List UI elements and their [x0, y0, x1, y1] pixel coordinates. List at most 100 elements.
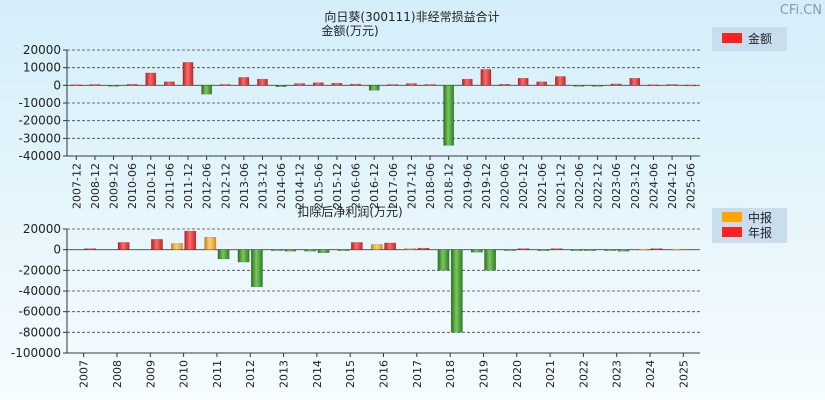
bar-金额-2021-12	[554, 76, 566, 86]
x-tick-label: 2018	[444, 360, 457, 388]
bar-金额-2015-12	[331, 82, 343, 86]
bar-中报-2014	[304, 249, 317, 252]
x-tick-label: 2021-12	[554, 163, 567, 209]
chart-1-legend: 金额	[712, 27, 787, 51]
x-tick-label: 2012-06	[201, 163, 214, 209]
bar-金额-2017-06	[387, 84, 399, 86]
legend-label-amount: 金额	[748, 31, 772, 46]
x-tick-label: 2016	[378, 360, 391, 388]
bar-中报-2016	[370, 244, 383, 250]
bar-金额-2007-12	[70, 84, 82, 87]
x-tick-label: 2025	[677, 360, 690, 388]
x-tick-label: 2014-06	[275, 163, 288, 209]
bar-金额-2014-06	[275, 85, 287, 87]
y-tick-label: 20000	[23, 43, 61, 57]
bar-金额-2016-12	[368, 85, 380, 91]
bar-金额-2024-12	[666, 84, 678, 86]
x-tick-label: 2013-12	[256, 163, 269, 209]
bar-中报-2022	[570, 249, 583, 251]
bar-年报-2024	[650, 248, 663, 250]
x-tick-label: 2009	[144, 360, 157, 388]
x-tick-label: 2015	[344, 360, 357, 388]
chart-1-bars	[70, 62, 697, 146]
y-tick-label: -60000	[18, 305, 61, 319]
y-tick-label: 20000	[23, 222, 61, 236]
x-tick-label: 2017	[411, 360, 424, 388]
chart-1-title: 向日葵(300111)非经常损益合计	[324, 9, 499, 24]
x-tick-label: 2009-12	[108, 163, 121, 209]
bar-中报-2025	[670, 248, 683, 251]
bar-中报-2015	[337, 249, 350, 251]
bar-金额-2022-06	[573, 85, 585, 87]
bar-金额-2011-12	[182, 62, 194, 86]
y-tick-label: 0	[53, 243, 61, 257]
x-tick-label: 2014	[311, 360, 324, 388]
x-tick-label: 2008-12	[89, 163, 102, 209]
bar-金额-2011-06	[164, 81, 175, 86]
bar-金额-2013-12	[257, 78, 268, 86]
bar-金额-2020-06	[499, 84, 510, 86]
x-tick-label: 2022-12	[592, 163, 605, 209]
bar-年报-2008	[117, 242, 130, 250]
bar-年报-2016	[384, 242, 397, 250]
bar-年报-2015	[350, 242, 363, 250]
bar-年报-2022	[584, 249, 596, 251]
bar-年报-2017	[417, 247, 430, 250]
x-tick-label: 2014-12	[294, 163, 307, 209]
legend-swatch-amount	[722, 33, 742, 43]
bar-金额-2010-06	[126, 84, 138, 86]
watermark: CFi.CN	[780, 3, 822, 18]
x-tick-label: 2019	[477, 360, 490, 388]
bar-中报-2021	[537, 249, 550, 251]
x-tick-label: 2015-06	[312, 163, 325, 209]
bar-年报-2010	[184, 230, 197, 250]
bar-年报-2014	[317, 249, 330, 254]
bar-中报-2023	[604, 249, 616, 251]
bar-年报-2011	[217, 249, 230, 260]
y-tick-label: -40000	[18, 284, 61, 298]
x-tick-label: 2012-12	[219, 163, 232, 209]
bar-金额-2016-06	[350, 83, 361, 86]
bar-金额-2018-12	[443, 85, 455, 146]
bar-中报-2024	[637, 248, 650, 251]
legend-swatch-annual	[722, 227, 742, 237]
bar-年报-2009	[151, 239, 163, 250]
x-tick-label: 2011-12	[182, 163, 195, 209]
bar-中报-2019	[470, 249, 483, 253]
y-tick-label: 0	[53, 78, 61, 92]
x-tick-label: 2016-06	[350, 163, 363, 209]
x-tick-label: 2015-12	[331, 163, 344, 209]
bar-金额-2019-12	[480, 69, 492, 86]
x-tick-label: 2019-12	[480, 163, 493, 209]
x-tick-label: 2007	[78, 360, 91, 388]
bar-年报-2013	[284, 249, 297, 252]
legend-label-interim: 中报	[748, 210, 772, 225]
bar-年报-2007	[84, 248, 97, 250]
x-tick-label: 2023-06	[610, 163, 623, 209]
x-tick-label: 2020-06	[499, 163, 512, 209]
x-tick-label: 2010	[178, 360, 191, 388]
bar-中报-2020	[504, 249, 517, 251]
x-tick-label: 2013	[278, 360, 291, 388]
y-tick-label: -30000	[18, 131, 61, 145]
x-tick-label: 2008	[111, 360, 124, 388]
x-tick-label: 2011	[211, 360, 224, 388]
x-tick-label: 2023-12	[629, 163, 642, 209]
bar-年报-2020	[517, 248, 530, 250]
chart-1: 向日葵(300111)非经常损益合计 金额(万元) 20000 10000 0 -10…	[18, 9, 787, 209]
x-tick-label: 2020-12	[517, 163, 530, 209]
chart-1-y-axis: 20000 10000 0 -10000 -20000 -30000 -40000	[18, 43, 67, 163]
x-tick-label: 2011-06	[163, 163, 176, 209]
x-tick-label: 2013-06	[238, 163, 251, 209]
chart-1-subtitle: 金额(万元)	[321, 23, 378, 38]
x-tick-label: 2023	[611, 360, 624, 388]
bar-中报-2011	[204, 237, 217, 250]
bar-金额-2017-12	[406, 83, 417, 86]
x-tick-label: 2016-12	[368, 163, 381, 209]
bar-金额-2013-06	[238, 77, 250, 86]
bar-年报-2018	[450, 249, 463, 333]
bar-金额-2012-06	[201, 85, 213, 95]
bar-中报-2012	[237, 249, 250, 263]
x-tick-label: 2022	[577, 360, 590, 388]
